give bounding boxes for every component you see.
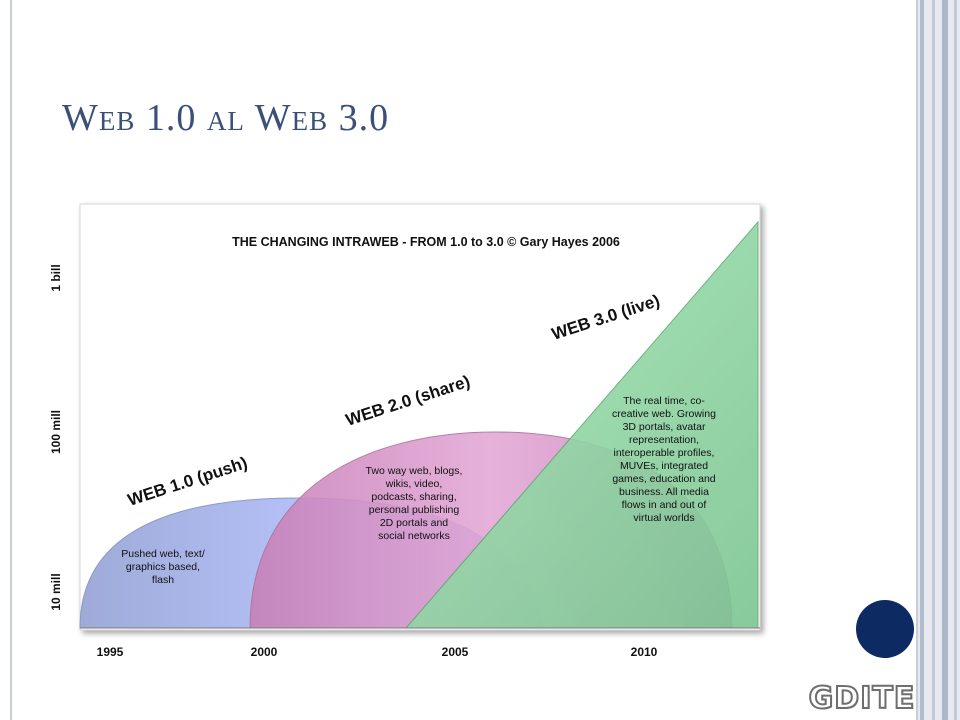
y-axis-label: 100 mill — [49, 410, 63, 454]
web3-description-line: business. All media — [619, 486, 709, 498]
web3-description-line: 3D portals, avatar — [623, 421, 706, 433]
web1-description-line: graphics based, — [126, 561, 200, 573]
web2-description-line: personal publishing — [369, 504, 460, 516]
y-axis: 1 bill 100 mill 10 mill — [49, 264, 63, 610]
web3-description-line: The real time, co- — [623, 395, 705, 407]
x-axis-label: 1995 — [97, 645, 124, 659]
rail-line — [920, 0, 924, 720]
x-axis-label: 2005 — [442, 645, 469, 659]
slide-title-part: AL — [206, 106, 245, 136]
web3-description-line: interoperable profiles, — [614, 447, 715, 459]
web2-description: Two way web, blogs, wikis, video, podcas… — [366, 465, 463, 542]
slide-title-part: W — [244, 97, 292, 139]
web3-description-line: MUVEs, integrated — [620, 460, 708, 472]
x-axis-label: 2000 — [251, 645, 278, 659]
web-evolution-diagram: THE CHANGING INTRAWEB - FROM 1.0 to 3.0 … — [36, 180, 776, 670]
slide-title-part: EB — [291, 106, 329, 136]
slide-title: WEB 1.0 AL WEB 3.0 — [62, 96, 389, 140]
rail-line — [932, 0, 935, 720]
side-rails — [918, 0, 960, 720]
gdite-logo: GDITE — [808, 680, 916, 717]
y-axis-label: 1 bill — [49, 264, 63, 291]
rail-line — [942, 0, 948, 720]
web3-description-line: flows in and out of — [622, 499, 707, 511]
web2-description-line: social networks — [378, 530, 450, 542]
diagram-svg: THE CHANGING INTRAWEB - FROM 1.0 to 3.0 … — [49, 203, 761, 659]
slide-title-part: W — [62, 97, 99, 139]
slide-frame — [10, 0, 918, 720]
web3-description-line: creative web. Growing — [612, 408, 716, 420]
x-axis-label: 2010 — [631, 645, 658, 659]
badge-dot — [856, 600, 914, 658]
y-axis-label: 10 mill — [49, 573, 63, 610]
web2-description-line: wikis, video, — [385, 478, 443, 490]
web2-description-line: podcasts, sharing, — [371, 491, 456, 503]
web1-description: Pushed web, text/ graphics based, flash — [121, 548, 205, 586]
slide-title-part: 1.0 — [135, 97, 207, 139]
web2-description-line: 2D portals and — [380, 517, 448, 529]
web3-description: The real time, co- creative web. Growing… — [612, 395, 716, 524]
x-axis: 1995 2000 2005 2010 — [97, 645, 658, 659]
web2-description-line: Two way web, blogs, — [366, 465, 463, 477]
web3-description-line: games, education and — [612, 473, 715, 485]
slide-title-part: 3.0 — [328, 97, 390, 139]
rail-line — [954, 0, 957, 720]
web3-description-line: representation, — [629, 434, 699, 446]
web1-description-line: flash — [152, 574, 174, 586]
web3-description-line: virtual worlds — [633, 512, 694, 524]
diagram-title: THE CHANGING INTRAWEB - FROM 1.0 to 3.0 … — [232, 235, 620, 249]
web1-description-line: Pushed web, text/ — [121, 548, 205, 560]
slide-title-part: EB — [98, 106, 136, 136]
